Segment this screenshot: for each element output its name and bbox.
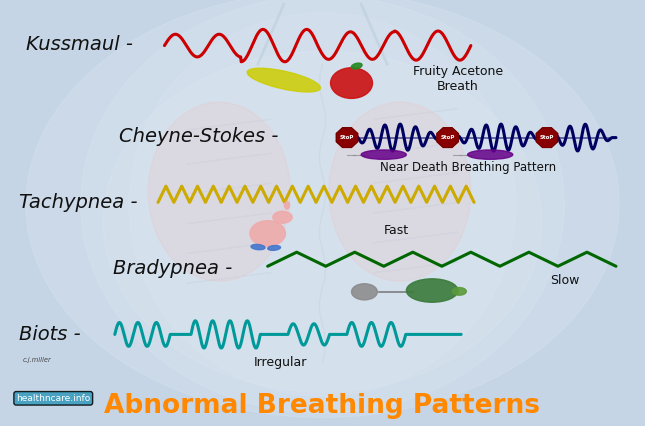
Text: Kussmaul -: Kussmaul - <box>26 35 133 54</box>
Ellipse shape <box>268 245 281 250</box>
Ellipse shape <box>406 279 458 302</box>
Ellipse shape <box>26 0 619 417</box>
Ellipse shape <box>361 150 406 159</box>
Text: Fruity Acetone
Breath: Fruity Acetone Breath <box>413 65 503 93</box>
Text: Bradypnea -: Bradypnea - <box>113 259 232 278</box>
Ellipse shape <box>352 63 362 69</box>
Ellipse shape <box>81 0 564 413</box>
Ellipse shape <box>329 102 471 281</box>
Text: Slow: Slow <box>550 274 579 287</box>
Ellipse shape <box>103 51 542 392</box>
Text: Fast: Fast <box>384 225 409 237</box>
Polygon shape <box>437 128 459 147</box>
Ellipse shape <box>250 221 285 246</box>
Ellipse shape <box>148 102 290 281</box>
Ellipse shape <box>284 201 290 209</box>
Ellipse shape <box>452 288 466 295</box>
Text: Abnormal Breathing Patterns: Abnormal Breathing Patterns <box>104 392 541 419</box>
Ellipse shape <box>129 13 516 396</box>
Ellipse shape <box>468 150 513 159</box>
Text: healthncare.info: healthncare.info <box>16 394 90 403</box>
Text: StoP: StoP <box>540 135 554 140</box>
Text: StoP: StoP <box>340 135 354 140</box>
Text: Near Death Breathing Pattern: Near Death Breathing Pattern <box>379 161 556 174</box>
Text: Tachypnea -: Tachypnea - <box>19 193 138 212</box>
Ellipse shape <box>352 284 377 300</box>
Polygon shape <box>536 128 558 147</box>
Ellipse shape <box>330 68 373 98</box>
Text: c.j.miller: c.j.miller <box>23 357 52 363</box>
Text: Biots -: Biots - <box>19 325 81 344</box>
Text: Cheyne-Stokes -: Cheyne-Stokes - <box>119 127 279 146</box>
Ellipse shape <box>247 68 321 92</box>
Text: Irregular: Irregular <box>254 356 307 368</box>
Ellipse shape <box>251 245 265 250</box>
Text: StoP: StoP <box>441 135 455 140</box>
Polygon shape <box>336 128 358 147</box>
Ellipse shape <box>273 211 292 223</box>
